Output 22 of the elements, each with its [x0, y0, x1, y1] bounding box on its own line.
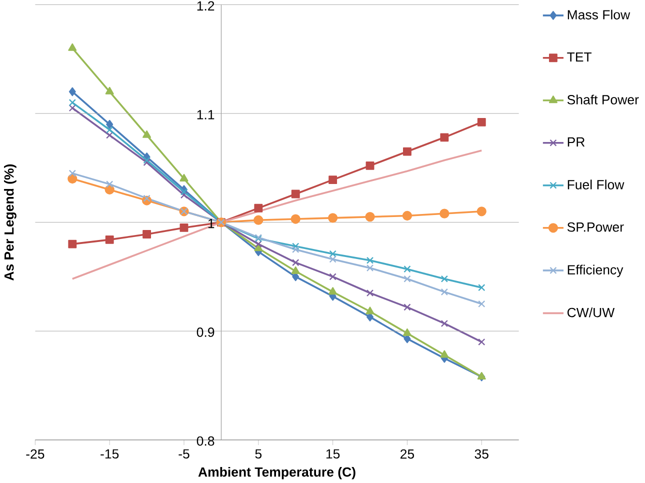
x-tick-label: -15	[100, 449, 119, 458]
y-tick-label: 1	[208, 218, 214, 228]
x-tick-label: 15	[326, 449, 340, 458]
x-axis-title: Ambient Temperature (C)	[198, 466, 356, 480]
x-tick-label: -5	[178, 449, 190, 458]
x-tick-label: 25	[400, 449, 414, 459]
legend-label: Fuel Flow	[568, 179, 624, 190]
y-axis-title: As Per Legend (%)	[4, 164, 16, 280]
x-tick-label: 5	[255, 449, 262, 458]
legend-label: PR	[568, 137, 585, 146]
legend-label: Efficiency	[568, 264, 624, 277]
x-tick-label: 35	[474, 449, 488, 459]
y-tick-label: 0.9	[196, 327, 214, 337]
y-tick-label: 0.8	[196, 436, 214, 446]
legend-label: Shaft Power	[567, 94, 639, 104]
legend-label: CW/UW	[567, 307, 615, 318]
legend-label: SP.Power	[567, 222, 624, 232]
x-tick-label: -25	[26, 449, 44, 459]
legend-label: Mass Flow	[568, 10, 630, 20]
y-tick-label: 1.1	[197, 110, 214, 120]
y-tick-label: 1.2	[197, 1, 214, 10]
legend-label: TET	[567, 52, 592, 62]
